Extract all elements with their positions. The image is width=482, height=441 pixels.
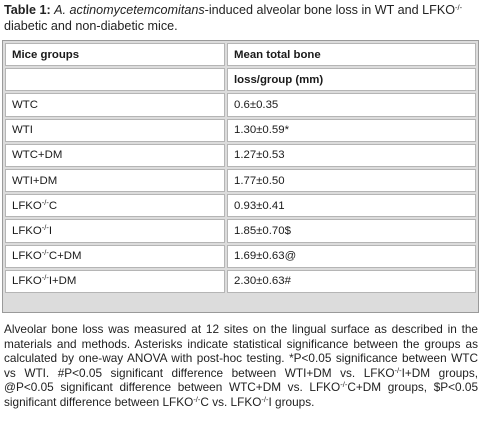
mice-group-cell: WTC [5, 93, 225, 117]
group-suffix: I [48, 224, 53, 237]
table-row: WTI 1.30±0.59* [5, 118, 476, 142]
footnote-text: Alveolar bone loss was measured at 12 si… [4, 322, 478, 380]
bone-loss-value-cell: 1.69±0.63@ [227, 244, 476, 268]
group-name: LFKO [12, 224, 42, 237]
footnote-text: I+DM groups, @P<0.05 significant differe… [4, 365, 478, 395]
genotype-superscript: -/- [41, 222, 49, 232]
caption-species: A. actinomycetemcomitans [54, 3, 205, 17]
bone-loss-value-cell: 1.77±0.50 [227, 168, 476, 193]
bone-loss-value-cell: 0.93±0.41 [227, 194, 476, 218]
group-suffix: C [48, 199, 58, 212]
header-mice-groups: Mice groups [5, 43, 225, 67]
data-table: Mice groups Mean total bone loss/group (… [2, 40, 479, 313]
footnote-text: C vs. LFKO [200, 394, 262, 409]
genotype-superscript: -/- [41, 248, 49, 258]
table-row: LFKO-/-I+DM 2.30±0.63# [5, 269, 476, 293]
group-name: WTI+DM [12, 174, 58, 187]
table-row: LFKO-/-I 1.85±0.70$ [5, 219, 476, 243]
footnote-text: I groups. [268, 394, 315, 409]
group-name: WTI [12, 124, 33, 137]
bone-loss-value-cell: 0.6±0.35 [227, 93, 476, 117]
group-suffix: I+DM [48, 275, 77, 288]
group-suffix: C+DM [48, 250, 82, 263]
table-header-row-2: loss/group (mm) [5, 68, 476, 92]
table-row: WTI+DM 1.77±0.50 [5, 168, 476, 193]
bone-loss-value-cell: 1.85±0.70$ [227, 219, 476, 243]
footnote-superscript: -/- [261, 394, 269, 404]
header-empty-cell [5, 68, 225, 92]
footnote-superscript: -/- [193, 394, 201, 404]
mice-group-cell: WTI [5, 118, 225, 142]
caption-label: Table 1: [4, 3, 51, 17]
mice-group-cell: WTC+DM [5, 143, 225, 167]
bone-loss-value-cell: 1.30±0.59* [227, 118, 476, 142]
table-row: WTC+DM 1.27±0.53 [5, 143, 476, 167]
group-name: LFKO [12, 250, 42, 263]
caption-text: -induced alveolar bone loss in WT and LF… [204, 3, 456, 17]
genotype-superscript: -/- [41, 273, 49, 283]
footnote-text: C+DM groups, $P<0.05 significant differe… [4, 380, 479, 409]
group-name: LFKO [12, 199, 42, 212]
group-name: WTC [12, 98, 38, 111]
table-row: WTC 0.6±0.35 [5, 93, 476, 117]
header-units: loss/group (mm) [227, 68, 476, 92]
mice-group-cell: LFKO-/-C+DM [5, 244, 225, 268]
table-row: LFKO-/-C+DM 1.69±0.63@ [5, 244, 476, 268]
footnote-superscript: -/- [340, 380, 348, 390]
group-name: WTC+DM [12, 149, 63, 162]
table-header-row: Mice groups Mean total bone [5, 43, 476, 67]
bone-loss-value-cell: 2.30±0.63# [227, 269, 476, 293]
genotype-superscript: -/- [41, 197, 49, 207]
caption-superscript: -/- [455, 3, 463, 12]
mice-group-cell: LFKO-/-I+DM [5, 269, 225, 293]
bone-loss-value-cell: 1.27±0.53 [227, 143, 476, 167]
header-mean-bone-loss: Mean total bone [227, 43, 476, 67]
footnote-superscript: -/- [394, 365, 402, 375]
table-caption: Table 1: A. actinomycetemcomitans-induce… [4, 2, 478, 34]
mice-group-cell: WTI+DM [5, 168, 225, 193]
table-footnote: Alveolar bone loss was measured at 12 si… [4, 322, 478, 410]
mice-group-cell: LFKO-/-C [5, 194, 225, 218]
mice-group-cell: LFKO-/-I [5, 219, 225, 243]
table-row: LFKO-/-C 0.93±0.41 [5, 194, 476, 218]
group-name: LFKO [12, 275, 42, 288]
caption-text-end: diabetic and non-diabetic mice. [4, 19, 178, 33]
